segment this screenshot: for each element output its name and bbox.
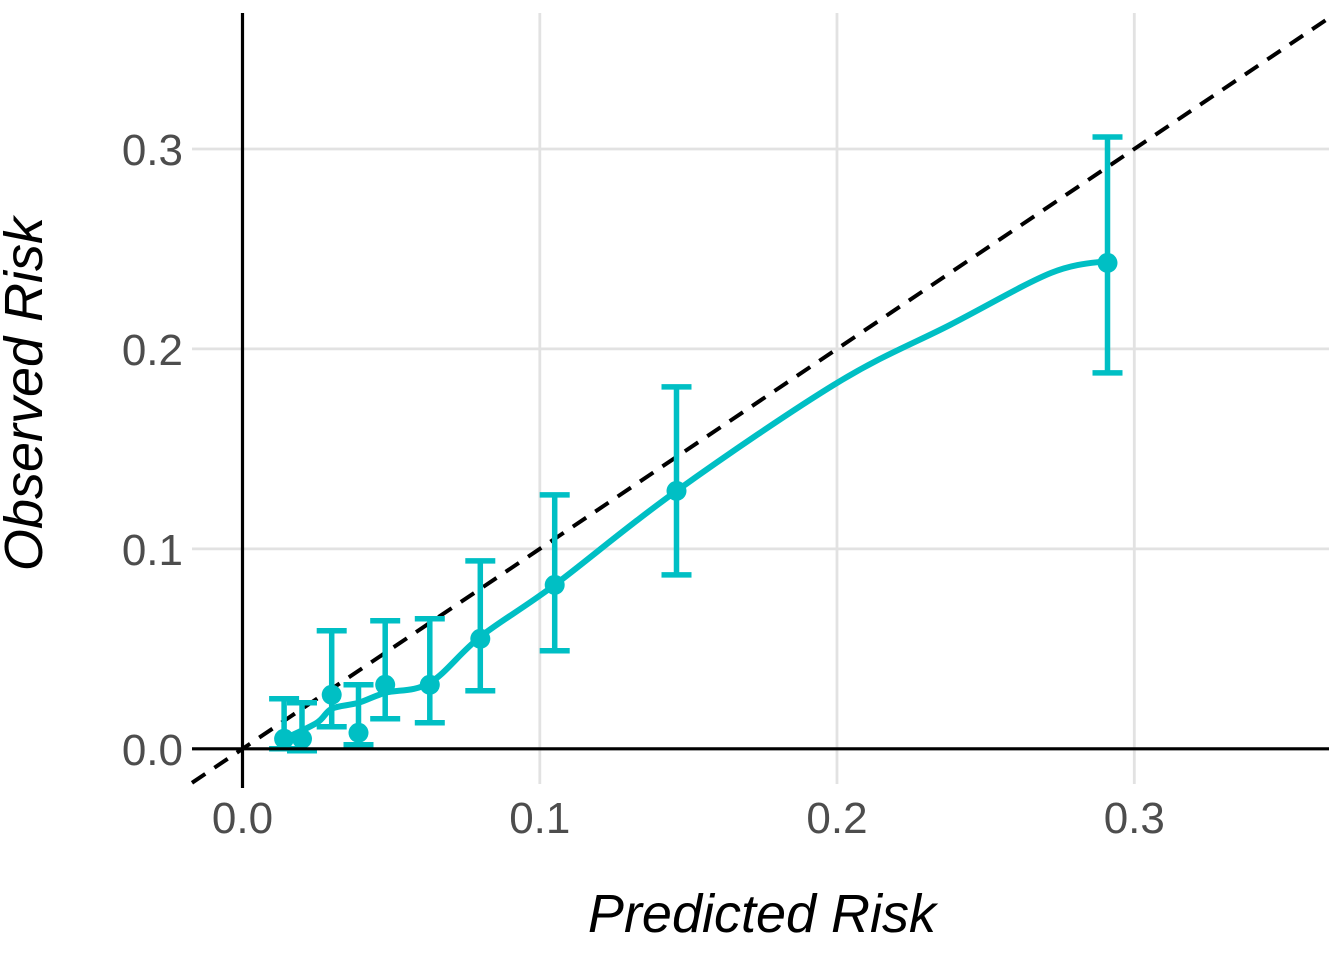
data-point-10 [1097,252,1118,273]
y-tick-label-0.0: 0.0 [122,726,183,775]
calibration-curve [281,257,1111,742]
y-tick-label-0.1: 0.1 [122,526,183,575]
axis-lines [192,13,1329,788]
error-bar-8 [539,492,570,654]
x-tick-label-0.3: 0.3 [1104,794,1165,843]
error-bar-6 [414,616,445,726]
identity-line [190,16,1331,785]
y-tick-label-0.3: 0.3 [122,126,183,175]
data-point-6 [419,674,440,695]
calibration-series [269,134,1123,754]
data-point-5 [375,674,396,695]
data-point-8 [544,574,565,595]
error-bar-7 [465,558,496,694]
data-point-3 [321,684,342,705]
data-point-7 [470,628,491,649]
y-tick-labels: 0.0 0.1 0.2 0.3 [122,126,183,775]
error-bar-5 [370,618,401,722]
y-axis-title: Observed Risk [0,214,54,571]
x-tick-labels: 0.0 0.1 0.2 0.3 [212,794,1165,843]
x-tick-label-0.2: 0.2 [806,794,867,843]
y-tick-label-0.2: 0.2 [122,326,183,375]
data-point-9 [666,480,687,501]
error-bar-3 [316,628,347,730]
data-point-2 [292,728,312,749]
x-tick-label-0.1: 0.1 [509,794,570,843]
identity-reference-line [190,16,1331,785]
x-axis-title: Predicted Risk [588,884,939,944]
data-point-1 [274,728,295,749]
data-point-4 [348,722,369,743]
x-tick-label-0.0: 0.0 [212,794,273,843]
